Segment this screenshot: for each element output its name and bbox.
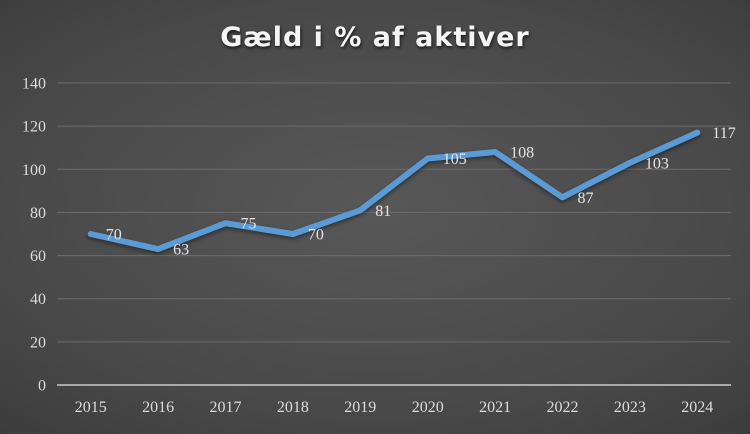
x-category-label: 2021 [479,399,511,416]
y-tick-label: 0 [38,378,46,395]
series-line-g-ld-i-af-aktiver [87,129,701,253]
data-label: 108 [510,145,534,162]
x-category-label: 2020 [412,399,444,416]
x-category-label: 2022 [547,399,579,416]
data-label: 105 [443,151,467,168]
gridlines-group [57,82,731,386]
y-tick-label: 40 [30,291,46,308]
x-category-label: 2024 [681,399,713,416]
x-category-label: 2018 [277,399,309,416]
y-tick-label: 60 [30,248,46,265]
x-category-label: 2015 [75,399,107,416]
data-label: 70 [106,227,122,244]
series-group [87,129,701,253]
x-category-label: 2016 [142,399,174,416]
data-label: 81 [375,203,391,220]
x-category-label: 2019 [344,399,376,416]
chart-title: Gæld i % af aktiver [220,22,530,53]
y-tick-label: 120 [22,119,46,136]
data-label: 87 [578,190,594,207]
y-tick-label: 140 [22,76,46,93]
data-label: 75 [241,216,257,233]
y-tick-label: 80 [30,205,46,222]
labels-group: 0 20 40 60 80 100 120 140 2015 2016 2017 2018 2019 20… [22,76,736,417]
data-label: 63 [173,242,189,259]
data-label: 70 [308,227,324,244]
y-tick-label: 100 [22,162,46,179]
x-category-label: 2017 [210,399,242,416]
data-label: 103 [645,155,669,172]
data-label: 117 [712,125,735,142]
x-category-label: 2023 [614,399,646,416]
y-tick-label: 20 [30,334,46,351]
